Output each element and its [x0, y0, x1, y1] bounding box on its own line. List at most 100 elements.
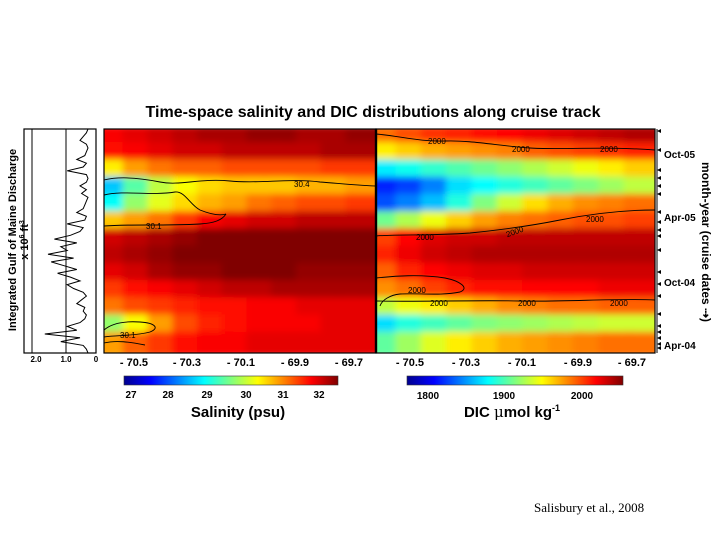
- cruise-date-tick: [657, 324, 661, 328]
- dic-x-tick-label: - 70.1: [508, 357, 536, 369]
- salinity-contour-line: [104, 321, 156, 338]
- time-tick-label: Oct-04: [664, 278, 696, 289]
- dic-x-axis: - 70.5 - 70.3 - 70.1 - 69.9 - 69.7: [396, 357, 646, 369]
- salinity-contour-line: [104, 191, 227, 216]
- salinity-x-axis: - 70.5 - 70.3 - 70.1 - 69.9 - 69.7: [120, 357, 363, 369]
- cruise-date-tick: [657, 248, 661, 252]
- salinity-colorbar-tick: 28: [162, 390, 174, 401]
- discharge-tick-label: 2.0: [30, 355, 42, 364]
- salinity-panel: 30.4 30.1 30.1: [104, 129, 376, 353]
- time-axis: Oct-05 Apr-05 Oct-04 Apr-04 month-year (…: [656, 129, 713, 353]
- dic-colorbar-tick: 1900: [493, 391, 516, 402]
- dic-contour-label: 2000: [408, 286, 426, 295]
- dic-x-tick-label: - 69.7: [618, 357, 646, 369]
- cruise-date-tick: [657, 282, 661, 286]
- dic-colorbar: 1800 1900 2000 DIC μmol kg-1: [406, 375, 624, 421]
- dic-colorbar-tick: 1800: [417, 391, 440, 402]
- dic-colorbar-label-exp: -1: [552, 403, 560, 413]
- cruise-date-tick: [657, 346, 661, 350]
- time-tick-label: Apr-04: [664, 341, 696, 352]
- time-axis-label: month-year (cruise dates ⇢): [699, 162, 713, 322]
- time-tick-label: Apr-05: [664, 213, 696, 224]
- salinity-contour-label: 30.1: [146, 222, 162, 231]
- dic-colorbar-label-main: DIC: [464, 404, 494, 421]
- discharge-y-label-line1: Integrated Gulf of Maine Discharge: [7, 149, 19, 331]
- salinity-colorbar-tick: 30: [240, 390, 252, 401]
- dic-x-tick-label: - 70.3: [452, 357, 480, 369]
- cruise-date-tick: [657, 342, 661, 346]
- salinity-x-tick-label: - 69.9: [281, 357, 309, 369]
- discharge-y-units-text: x 10: [19, 238, 31, 259]
- cruise-date-tick: [657, 270, 661, 274]
- discharge-panel: 2.0 1.0 0 Integrated Gulf of Maine Disch…: [7, 128, 99, 364]
- heatmap-cell: [345, 331, 376, 353]
- salinity-x-tick-label: - 69.7: [335, 357, 363, 369]
- cruise-date-tick: [657, 228, 661, 232]
- dic-heatmap: [376, 129, 655, 353]
- dic-colorbar-tick: 2000: [571, 391, 594, 402]
- dic-contour-label: 2000: [610, 299, 628, 308]
- dic-contour-label: 2000: [600, 145, 618, 154]
- cruise-date-tick: [657, 220, 661, 224]
- chart-title: Time-space salinity and DIC distribution…: [146, 104, 601, 121]
- salinity-colorbar-tick: 27: [125, 390, 137, 401]
- cruise-date-tick: [657, 184, 661, 188]
- cruise-date-tick: [657, 330, 661, 334]
- discharge-series-line: [44, 128, 89, 354]
- dic-contour-label: 2000: [428, 137, 446, 146]
- salinity-contour-label: 30.4: [294, 180, 310, 189]
- cruise-date-tick: [657, 129, 661, 133]
- salinity-colorbar-tick: 31: [277, 390, 289, 401]
- time-tick-label: Oct-05: [664, 150, 696, 161]
- cruise-date-tick: [657, 234, 661, 238]
- discharge-y-units-ft-exp: 3: [19, 220, 26, 224]
- salinity-contour-line: [104, 341, 146, 346]
- cruise-date-tick: [657, 312, 661, 316]
- dic-panel: 2000 2000 2000 2000 2000 2000 2000 2000 …: [376, 129, 655, 353]
- dic-colorbar-label-mu: μ: [494, 403, 504, 421]
- dic-x-tick-label: - 70.5: [396, 357, 424, 369]
- salinity-contour-line: [104, 177, 376, 187]
- dic-contour-line: [376, 298, 655, 302]
- discharge-tick-label: 0: [94, 355, 99, 364]
- cruise-date-tick: [657, 210, 661, 214]
- cruise-date-tick: [657, 148, 661, 152]
- dic-contour-label: 2000: [416, 233, 434, 242]
- salinity-x-tick-label: - 70.3: [173, 357, 201, 369]
- heatmap-cell: [623, 331, 655, 353]
- dic-contour-line: [376, 133, 655, 151]
- dic-contours: [376, 133, 655, 307]
- salinity-x-tick-label: - 70.1: [227, 357, 255, 369]
- salinity-colorbar: 27 28 29 30 31 32 Salinity (psu): [123, 375, 339, 421]
- cruise-date-tick: [657, 168, 661, 172]
- dic-x-tick-label: - 69.9: [564, 357, 592, 369]
- salinity-contour-label: 30.1: [120, 331, 136, 340]
- cruise-date-tick: [657, 336, 661, 340]
- dic-colorbar-label: DIC μmol kg-1: [464, 403, 560, 421]
- discharge-y-units-ft: ft: [19, 224, 31, 232]
- citation: Salisbury et al., 2008: [534, 500, 645, 515]
- cruise-date-ticks: [657, 129, 661, 350]
- dic-contour-line: [376, 275, 465, 307]
- dic-colorbar-label-unit: mol kg: [504, 404, 552, 421]
- cruise-date-tick: [657, 192, 661, 196]
- salinity-x-tick-label: - 70.5: [120, 357, 148, 369]
- dic-contour-label: 2000: [518, 299, 536, 308]
- discharge-tick-label: 1.0: [60, 355, 72, 364]
- cruise-date-tick: [657, 294, 661, 298]
- dic-contour-line: [376, 209, 655, 237]
- salinity-colorbar-label: Salinity (psu): [191, 404, 285, 421]
- salinity-contour-line: [104, 213, 227, 227]
- cruise-date-tick: [657, 176, 661, 180]
- dic-contour-label: 2000: [430, 299, 448, 308]
- discharge-y-units-exp: 6: [19, 234, 26, 238]
- dic-colorbar-gradient: [406, 375, 624, 386]
- salinity-contours: [104, 177, 376, 346]
- salinity-colorbar-tick: 32: [313, 390, 325, 401]
- discharge-y-label: Integrated Gulf of Maine Discharge: [7, 149, 19, 331]
- discharge-y-units: x 106 ft3: [19, 220, 31, 260]
- dic-contour-label: 2000: [586, 215, 604, 224]
- salinity-colorbar-gradient: [123, 375, 339, 386]
- salinity-heatmap: [104, 129, 376, 353]
